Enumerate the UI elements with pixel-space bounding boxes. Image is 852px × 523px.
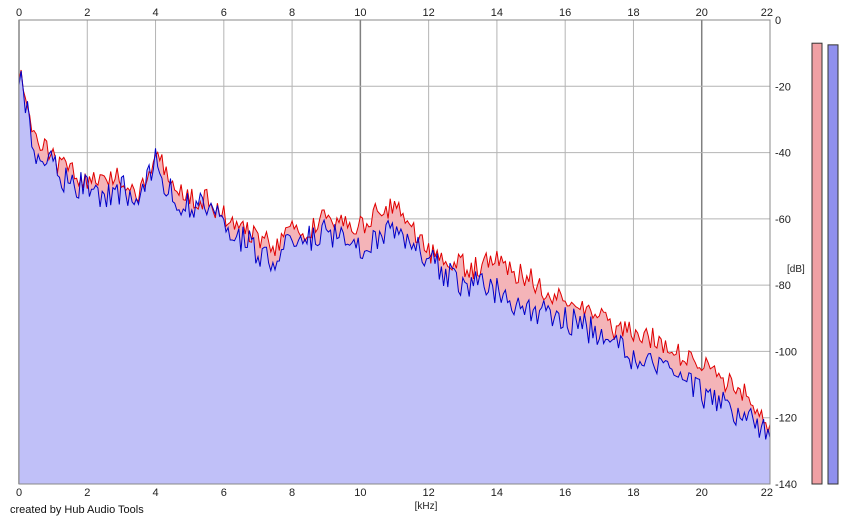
y-tick-0: 0 xyxy=(775,15,781,27)
level-meter-0 xyxy=(811,42,823,485)
x-tick-top-0: 0 xyxy=(16,7,22,19)
x-tick-bottom-3: 6 xyxy=(221,487,227,499)
plot-frame xyxy=(18,19,771,485)
x-tick-top-11: 22 xyxy=(761,7,773,19)
x-tick-bottom-1: 2 xyxy=(84,487,90,499)
y-tick-2: -40 xyxy=(775,148,791,160)
x-tick-bottom-6: 12 xyxy=(423,487,435,499)
x-tick-top-3: 6 xyxy=(221,7,227,19)
level-meter-1 xyxy=(827,44,839,485)
x-tick-top-2: 4 xyxy=(152,7,158,19)
y-tick-7: -140 xyxy=(775,479,797,491)
y-tick-3: -60 xyxy=(775,214,791,226)
y-tick-labels: 0 -20 -40 -60 -80 -100 -120 -140 xyxy=(775,15,797,491)
series-fill-1 xyxy=(19,71,770,484)
x-tick-top-6: 12 xyxy=(423,7,435,19)
series-line-1 xyxy=(18,71,771,440)
x-axis-label: [kHz] xyxy=(415,501,438,512)
x-tick-bottom-5: 10 xyxy=(354,487,366,499)
x-tick-bottom-11: 22 xyxy=(761,487,773,499)
y-tick-5: -100 xyxy=(775,346,797,358)
x-tick-top-9: 18 xyxy=(627,7,639,19)
y-axis-label: [dB] xyxy=(787,264,805,275)
level-meters xyxy=(811,42,839,485)
x-tick-top-5: 10 xyxy=(354,7,366,19)
x-tick-bottom-7: 14 xyxy=(491,487,503,499)
series-line-0 xyxy=(18,69,771,433)
x-tick-labels-top: 0 2 4 6 8 10 12 14 16 18 20 22 xyxy=(16,7,773,19)
x-tick-top-8: 16 xyxy=(559,7,571,19)
x-tick-top-10: 20 xyxy=(696,7,708,19)
credit-text: created by Hub Audio Tools xyxy=(10,504,144,516)
spectrum-fills xyxy=(19,70,770,484)
x-tick-bottom-9: 18 xyxy=(627,487,639,499)
x-tick-top-4: 8 xyxy=(289,7,295,19)
spectrum-lines xyxy=(18,69,771,440)
x-tick-bottom-2: 4 xyxy=(152,487,158,499)
y-tick-4: -80 xyxy=(775,280,791,292)
x-tick-bottom-10: 20 xyxy=(696,487,708,499)
x-tick-bottom-8: 16 xyxy=(559,487,571,499)
y-tick-1: -20 xyxy=(775,81,791,93)
x-tick-bottom-0: 0 xyxy=(16,487,22,499)
x-tick-top-1: 2 xyxy=(84,7,90,19)
x-tick-labels-bottom: 0 2 4 6 8 10 12 14 16 18 20 22 xyxy=(16,487,773,499)
x-tick-top-7: 14 xyxy=(491,7,503,19)
y-tick-6: -120 xyxy=(775,413,797,425)
x-tick-bottom-4: 8 xyxy=(289,487,295,499)
